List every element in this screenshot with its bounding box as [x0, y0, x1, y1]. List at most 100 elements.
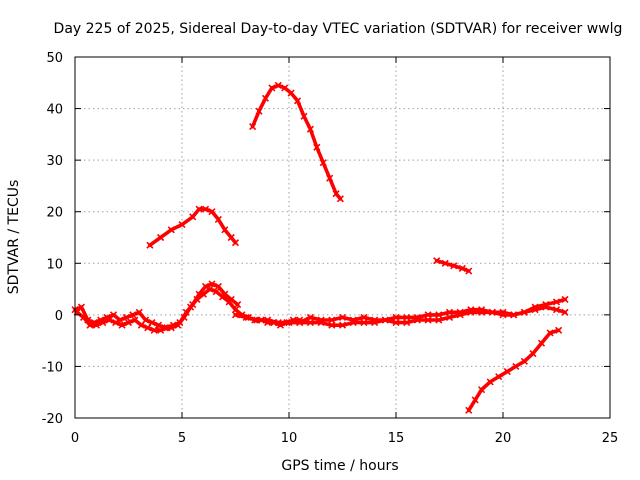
- data-point: [371, 316, 379, 324]
- data-point: [214, 282, 222, 291]
- data-point: [413, 313, 421, 322]
- series-line: [466, 328, 561, 413]
- y-axis-label: SDTVAR / TECUs: [6, 180, 22, 295]
- data-point: [520, 308, 528, 316]
- data-point: [201, 205, 210, 213]
- data-point: [157, 233, 165, 242]
- data-point: [146, 241, 154, 249]
- data-point: [231, 311, 240, 319]
- data-point: [264, 316, 272, 324]
- x-tick-label: 5: [178, 431, 186, 446]
- data-point: [261, 94, 270, 102]
- data-point: [503, 368, 511, 376]
- data-point: [285, 319, 293, 327]
- data-point: [214, 215, 222, 224]
- data-point: [274, 81, 282, 89]
- data-point: [221, 290, 229, 298]
- data-point: [445, 313, 454, 322]
- data-point: [542, 300, 550, 309]
- data-point: [150, 326, 158, 334]
- data-point: [231, 306, 240, 314]
- y-tick-labels: -20 -10 0 10 20 30 40 50: [42, 51, 63, 427]
- data-point: [122, 313, 130, 322]
- data-point: [92, 321, 100, 329]
- data-point: [118, 321, 126, 329]
- data-point: [456, 308, 464, 316]
- data-point: [458, 264, 466, 273]
- data-point: [86, 321, 94, 329]
- data-point: [338, 321, 347, 329]
- y-tick-label: 30: [46, 154, 63, 169]
- data-point: [231, 239, 240, 247]
- grid: [75, 57, 610, 418]
- x-tick-labels: 0 5 10 15 20 25: [71, 431, 618, 446]
- data-point: [137, 321, 145, 329]
- data-point: [336, 195, 344, 203]
- data-point: [349, 316, 357, 324]
- data-point: [561, 308, 569, 316]
- data-point: [268, 84, 276, 92]
- data-point: [169, 321, 178, 329]
- data-point: [112, 319, 120, 327]
- ticks: [74, 56, 611, 419]
- y-tick-label: -20: [42, 412, 63, 427]
- data-point: [552, 306, 561, 314]
- data-point: [328, 316, 336, 324]
- data-point: [208, 280, 216, 288]
- data-point: [561, 295, 569, 303]
- data-point: [201, 282, 210, 291]
- data-point: [478, 306, 486, 314]
- data-point: [208, 208, 216, 216]
- data-point: [499, 311, 507, 319]
- data-point: [403, 319, 411, 327]
- data-point: [300, 112, 308, 120]
- data-point: [313, 143, 321, 151]
- data-point: [495, 373, 503, 381]
- data-point: [326, 174, 334, 182]
- data-point: [392, 319, 400, 327]
- data-point: [433, 257, 441, 265]
- x-tick-label: 15: [388, 431, 405, 446]
- series-arc-8: [465, 326, 563, 414]
- x-tick-label: 10: [281, 431, 298, 446]
- data-point: [255, 107, 263, 115]
- data-point: [403, 313, 411, 322]
- data-point: [338, 313, 347, 322]
- data-point: [296, 319, 304, 327]
- data-point: [157, 326, 165, 334]
- data-point: [328, 321, 336, 329]
- data-point: [287, 89, 295, 97]
- y-tick-label: 20: [46, 206, 63, 221]
- data-point: [79, 313, 88, 322]
- data-point: [392, 313, 400, 322]
- data-point: [486, 378, 494, 386]
- series-arc-6: [249, 81, 344, 203]
- data-point: [424, 311, 432, 319]
- series-arc-7: [433, 257, 473, 275]
- y-tick-label: 10: [46, 257, 63, 272]
- data-point: [227, 295, 235, 303]
- y-tick-label: 50: [46, 51, 63, 66]
- data-point: [176, 319, 184, 327]
- data-point: [529, 349, 537, 358]
- plot-frame: [74, 56, 611, 419]
- data-point: [306, 125, 314, 133]
- data-point: [471, 396, 479, 404]
- series-layer: [71, 81, 569, 414]
- data-point: [360, 313, 368, 322]
- data-point: [182, 308, 190, 316]
- data-point: [381, 316, 389, 324]
- data-point: [178, 221, 186, 229]
- data-point: [512, 362, 520, 370]
- data-point: [488, 308, 496, 316]
- data-point: [135, 308, 143, 316]
- data-point: [99, 319, 107, 327]
- series-line: [297, 297, 567, 325]
- data-point: [105, 316, 113, 324]
- data-point: [445, 308, 454, 316]
- data-point: [360, 319, 368, 327]
- x-tick-label: 20: [495, 431, 512, 446]
- data-point: [467, 306, 475, 314]
- data-point: [124, 319, 133, 327]
- x-tick-label: 0: [71, 431, 79, 446]
